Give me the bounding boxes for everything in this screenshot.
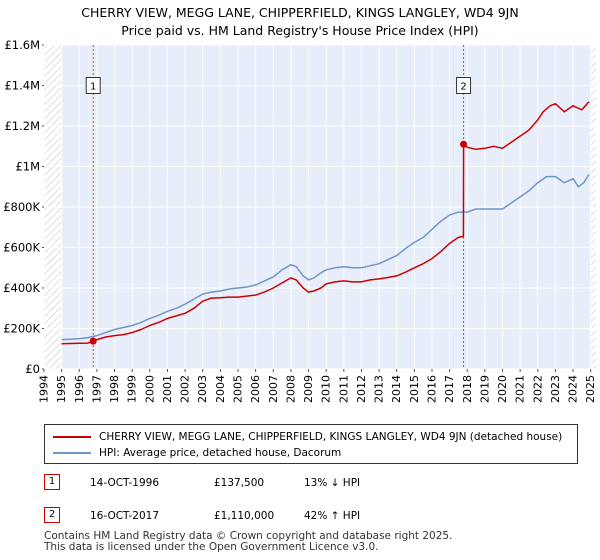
chart-title: CHERRY VIEW, MEGG LANE, CHIPPERFIELD, KI…: [0, 4, 600, 40]
x-tick-label: 2012: [355, 375, 368, 403]
hpi-line: [61, 174, 590, 341]
chart-title-line2: Price paid vs. HM Land Registry's House …: [121, 23, 479, 38]
transaction-hpi-diff: 13% ↓ HPI: [304, 477, 361, 489]
x-tick-label: 2021: [514, 375, 527, 403]
chart-title-line1: CHERRY VIEW, MEGG LANE, CHIPPERFIELD, KI…: [81, 5, 519, 20]
chart-legend: CHERRY VIEW, MEGG LANE, CHIPPERFIELD, KI…: [44, 424, 578, 464]
footer-line1: Contains HM Land Registry data © Crown c…: [44, 530, 453, 542]
x-tick-label: 2013: [373, 375, 386, 403]
x-tick-label: 2018: [461, 375, 474, 403]
transaction-price: £1,110,000: [214, 510, 275, 522]
transaction-row: 2 16-OCT-2017 £1,110,000 42% ↑ HPI: [44, 507, 584, 525]
transaction-price: £137,500: [214, 477, 265, 489]
y-tick-label: £1.4M: [4, 79, 40, 93]
y-tick-label: £1.6M: [4, 38, 40, 52]
y-tick-label: £200K: [3, 322, 40, 336]
legend-swatch-property: [53, 436, 91, 438]
footer-attribution: Contains HM Land Registry data © Crown c…: [44, 531, 452, 553]
x-tick-label: 2002: [179, 375, 192, 403]
x-tick-label: 1995: [55, 375, 68, 403]
x-tick-label: 2005: [231, 375, 244, 403]
legend-swatch-hpi: [53, 452, 91, 454]
y-tick-label: £1M: [15, 160, 40, 174]
x-tick-label: 2024: [567, 375, 580, 403]
x-tick-label: 2000: [143, 375, 156, 403]
y-tick-label: £0: [25, 362, 40, 376]
price-chart: 1 2 £0 £200K £400K £600K £800K £1M £1.2M £1.4M £1.…: [3, 38, 597, 403]
legend-item-property: CHERRY VIEW, MEGG LANE, CHIPPERFIELD, KI…: [53, 429, 562, 445]
x-tick-label: 1999: [126, 375, 139, 403]
x-tick-label: 2004: [214, 375, 227, 403]
legend-item-hpi: HPI: Average price, detached house, Daco…: [53, 445, 341, 461]
sale-marker-box: [456, 77, 472, 94]
x-tick-label: 2007: [267, 375, 280, 403]
x-tick-label: 2006: [249, 375, 262, 403]
legend-label-property: CHERRY VIEW, MEGG LANE, CHIPPERFIELD, KI…: [99, 431, 563, 443]
sale-point: [89, 337, 97, 345]
x-tick-label: 1997: [90, 375, 103, 403]
x-tick-label: 1998: [108, 375, 121, 403]
sale-marker-box: [85, 77, 101, 94]
transaction-hpi-diff: 42% ↑ HPI: [304, 510, 361, 522]
x-tick-label: 2017: [443, 375, 456, 403]
sale-marker-label: 2: [460, 82, 466, 93]
transaction-date: 16-OCT-2017: [90, 510, 159, 522]
x-tick-label: 1994: [38, 375, 51, 403]
property-price-line: [61, 101, 590, 345]
x-tick-label: 2019: [478, 375, 491, 403]
x-tick-label: 2015: [408, 375, 421, 403]
x-tick-label: 1996: [73, 375, 86, 403]
x-tick-label: 2010: [320, 375, 333, 403]
sale-point: [460, 140, 468, 148]
x-tick-label: 2020: [496, 375, 509, 403]
x-tick-label: 2001: [161, 375, 174, 403]
sale-marker-label: 1: [90, 82, 96, 93]
legend-label-hpi: HPI: Average price, detached house, Daco…: [99, 447, 342, 459]
transaction-number-badge: 1: [44, 474, 60, 490]
x-tick-label: 2023: [549, 375, 562, 403]
y-tick-label: £600K: [3, 241, 40, 255]
x-tick-label: 2022: [531, 375, 544, 403]
y-tick-label: £800K: [3, 200, 40, 214]
x-tick-label: 2014: [390, 375, 403, 403]
y-tick-label: £1.2M: [4, 119, 40, 133]
transaction-number-badge: 2: [44, 507, 60, 523]
x-tick-label: 2011: [337, 375, 350, 403]
x-tick-label: 2009: [302, 375, 315, 403]
transaction-row: 1 14-OCT-1996 £137,500 13% ↓ HPI: [44, 474, 584, 492]
transaction-date: 14-OCT-1996: [90, 477, 159, 489]
x-tick-label: 2003: [196, 375, 209, 403]
x-tick-label: 2016: [425, 375, 438, 403]
y-tick-label: £400K: [3, 281, 40, 295]
x-tick-label: 2008: [284, 375, 297, 403]
x-tick-label: 2025: [584, 375, 597, 403]
footer-line2: This data is licensed under the Open Gov…: [44, 541, 379, 553]
